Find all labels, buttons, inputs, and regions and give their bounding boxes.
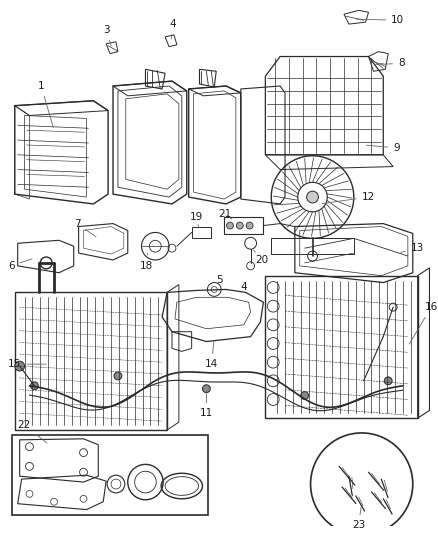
- Text: 14: 14: [205, 341, 218, 369]
- Circle shape: [246, 222, 253, 229]
- Circle shape: [301, 392, 309, 400]
- Text: 23: 23: [352, 506, 365, 530]
- Text: 8: 8: [381, 59, 405, 68]
- Circle shape: [384, 377, 392, 385]
- Text: 5: 5: [214, 274, 223, 290]
- Bar: [192, 227, 211, 238]
- Text: 7: 7: [74, 219, 96, 237]
- Text: 18: 18: [140, 253, 153, 271]
- Text: 12: 12: [322, 192, 375, 204]
- Text: 20: 20: [254, 250, 268, 265]
- Text: 10: 10: [357, 15, 404, 25]
- Circle shape: [15, 361, 25, 371]
- Text: 4: 4: [240, 282, 247, 293]
- Circle shape: [307, 191, 318, 203]
- Text: 1: 1: [38, 81, 53, 127]
- Text: 11: 11: [200, 391, 213, 418]
- Text: 15: 15: [8, 359, 46, 369]
- Circle shape: [114, 372, 122, 380]
- Text: 6: 6: [8, 259, 32, 271]
- Text: 16: 16: [409, 302, 438, 344]
- Text: 9: 9: [367, 143, 400, 153]
- Bar: [224, 217, 263, 235]
- Text: 19: 19: [190, 212, 203, 227]
- Circle shape: [31, 382, 39, 390]
- Circle shape: [202, 385, 210, 393]
- Text: 13: 13: [401, 243, 424, 253]
- Text: 3: 3: [103, 25, 111, 46]
- Bar: [15, 293, 167, 430]
- Text: 21: 21: [218, 209, 232, 219]
- Text: 4: 4: [169, 19, 176, 39]
- Bar: [12, 435, 208, 515]
- Circle shape: [226, 222, 233, 229]
- Bar: [265, 276, 418, 418]
- Text: 22: 22: [18, 420, 47, 443]
- Circle shape: [237, 222, 243, 229]
